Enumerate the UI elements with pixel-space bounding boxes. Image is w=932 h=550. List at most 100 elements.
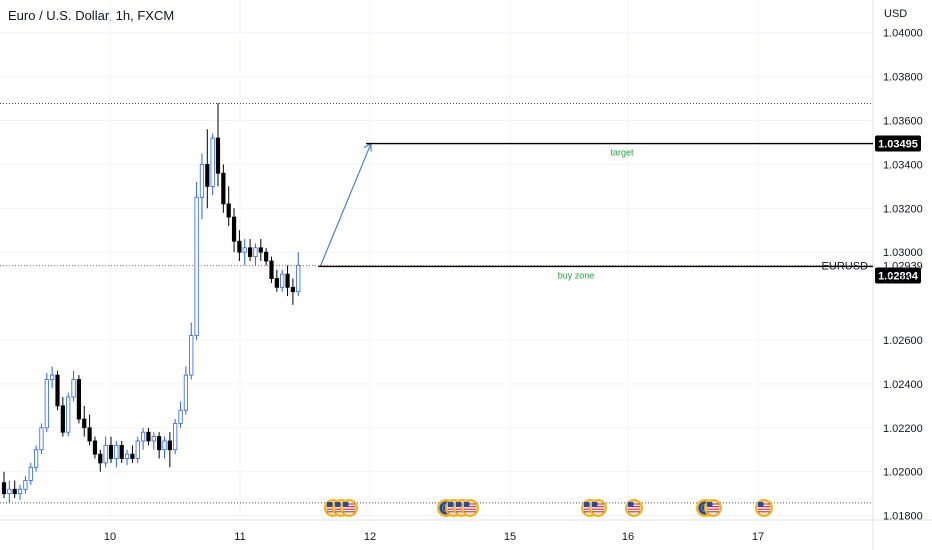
candle bbox=[87, 414, 92, 446]
candle bbox=[253, 243, 258, 266]
buy-price-text: 1.02894 bbox=[878, 270, 919, 282]
candle-body bbox=[92, 440, 98, 455]
candle bbox=[23, 476, 28, 494]
candle bbox=[194, 181, 199, 340]
candle-body bbox=[146, 431, 151, 442]
candle bbox=[108, 436, 114, 463]
candle bbox=[183, 366, 188, 415]
candle bbox=[157, 432, 162, 459]
candle bbox=[199, 153, 205, 220]
candle bbox=[280, 269, 285, 292]
candle-body bbox=[296, 264, 301, 293]
us-flag-icon[interactable] bbox=[340, 499, 358, 517]
candle-body bbox=[108, 444, 114, 459]
price-tick: 1.03800 bbox=[883, 72, 923, 84]
candle bbox=[82, 405, 87, 437]
us-canton bbox=[707, 502, 713, 507]
candle bbox=[12, 480, 17, 499]
candle-body bbox=[231, 216, 237, 242]
us-canton bbox=[464, 502, 470, 507]
candle bbox=[269, 256, 274, 283]
target-price-text: 1.03495 bbox=[878, 139, 918, 151]
candle-body bbox=[173, 423, 178, 451]
candle bbox=[103, 436, 108, 468]
price-tick: 1.02000 bbox=[883, 467, 923, 479]
candle bbox=[1, 471, 7, 499]
candle-body bbox=[162, 440, 167, 451]
candle-body bbox=[210, 137, 215, 187]
candle bbox=[140, 427, 146, 450]
current-price-text: 1.02939 bbox=[883, 261, 923, 273]
candle bbox=[226, 186, 231, 226]
candle-body bbox=[285, 273, 290, 288]
candle bbox=[66, 392, 71, 437]
candle-body bbox=[60, 405, 65, 433]
us-flag-icon[interactable] bbox=[755, 499, 773, 517]
candle-body bbox=[130, 453, 135, 459]
candle bbox=[71, 370, 76, 402]
time-tick: 17 bbox=[752, 531, 764, 543]
candle bbox=[60, 397, 65, 437]
price-tick: 1.04000 bbox=[883, 28, 923, 40]
candle bbox=[50, 366, 55, 389]
candle bbox=[130, 445, 135, 463]
candle-body bbox=[167, 440, 172, 451]
candle bbox=[76, 375, 81, 424]
us-flag-icon[interactable] bbox=[625, 499, 643, 517]
candle bbox=[39, 423, 44, 455]
currency-label: USD bbox=[884, 8, 908, 20]
candle-body bbox=[194, 196, 199, 337]
candle-body bbox=[34, 449, 39, 468]
drawings[interactable]: target buy zone bbox=[318, 142, 873, 281]
candle-body bbox=[290, 286, 296, 293]
candle-body bbox=[157, 436, 162, 451]
buy-zone-label: buy zone bbox=[558, 270, 595, 280]
candle bbox=[7, 480, 12, 503]
candle-body bbox=[253, 247, 258, 257]
reference-lines bbox=[0, 102, 873, 504]
candle-body bbox=[28, 466, 33, 481]
price-axis[interactable]: 1.04000 1.03800 1.03600 1.03400 1.03200 1.030… bbox=[883, 28, 923, 523]
candle-body bbox=[17, 488, 23, 495]
candle-body bbox=[103, 444, 108, 464]
candle-body bbox=[205, 163, 210, 187]
candle-body bbox=[140, 431, 146, 442]
us-flag-icon[interactable] bbox=[461, 499, 479, 517]
candle bbox=[162, 436, 167, 459]
price-tick: 1.03000 bbox=[883, 247, 923, 259]
candle-body bbox=[264, 251, 269, 262]
candle bbox=[285, 265, 290, 297]
time-axis[interactable]: 10 11 12 15 16 17 bbox=[104, 531, 764, 543]
us-canton bbox=[584, 502, 590, 507]
candle-body bbox=[50, 374, 55, 380]
candle-body bbox=[269, 260, 274, 279]
candle-body bbox=[215, 137, 221, 174]
us-flag-icon[interactable] bbox=[704, 499, 722, 517]
candle bbox=[290, 278, 296, 305]
candle-body bbox=[7, 488, 12, 495]
candle-body bbox=[151, 436, 156, 442]
candle bbox=[44, 372, 49, 433]
candle bbox=[242, 239, 247, 266]
buy-price-badge bbox=[875, 267, 921, 284]
candle bbox=[221, 164, 226, 213]
candle-body bbox=[1, 482, 7, 495]
candle-body bbox=[135, 440, 140, 459]
candle bbox=[92, 436, 98, 459]
economic-events[interactable] bbox=[324, 499, 773, 517]
candle bbox=[173, 419, 178, 455]
us-flag-icon[interactable] bbox=[589, 499, 607, 517]
candle-body bbox=[71, 379, 76, 398]
candle bbox=[258, 239, 263, 261]
candle-body bbox=[82, 418, 87, 429]
candle-body bbox=[12, 488, 17, 495]
us-canton bbox=[327, 502, 333, 507]
candle bbox=[167, 432, 172, 468]
candle bbox=[237, 230, 242, 261]
price-tick: 1.02200 bbox=[883, 423, 923, 435]
candle bbox=[189, 322, 194, 380]
candle-body bbox=[66, 396, 71, 433]
candle-body bbox=[98, 453, 103, 464]
